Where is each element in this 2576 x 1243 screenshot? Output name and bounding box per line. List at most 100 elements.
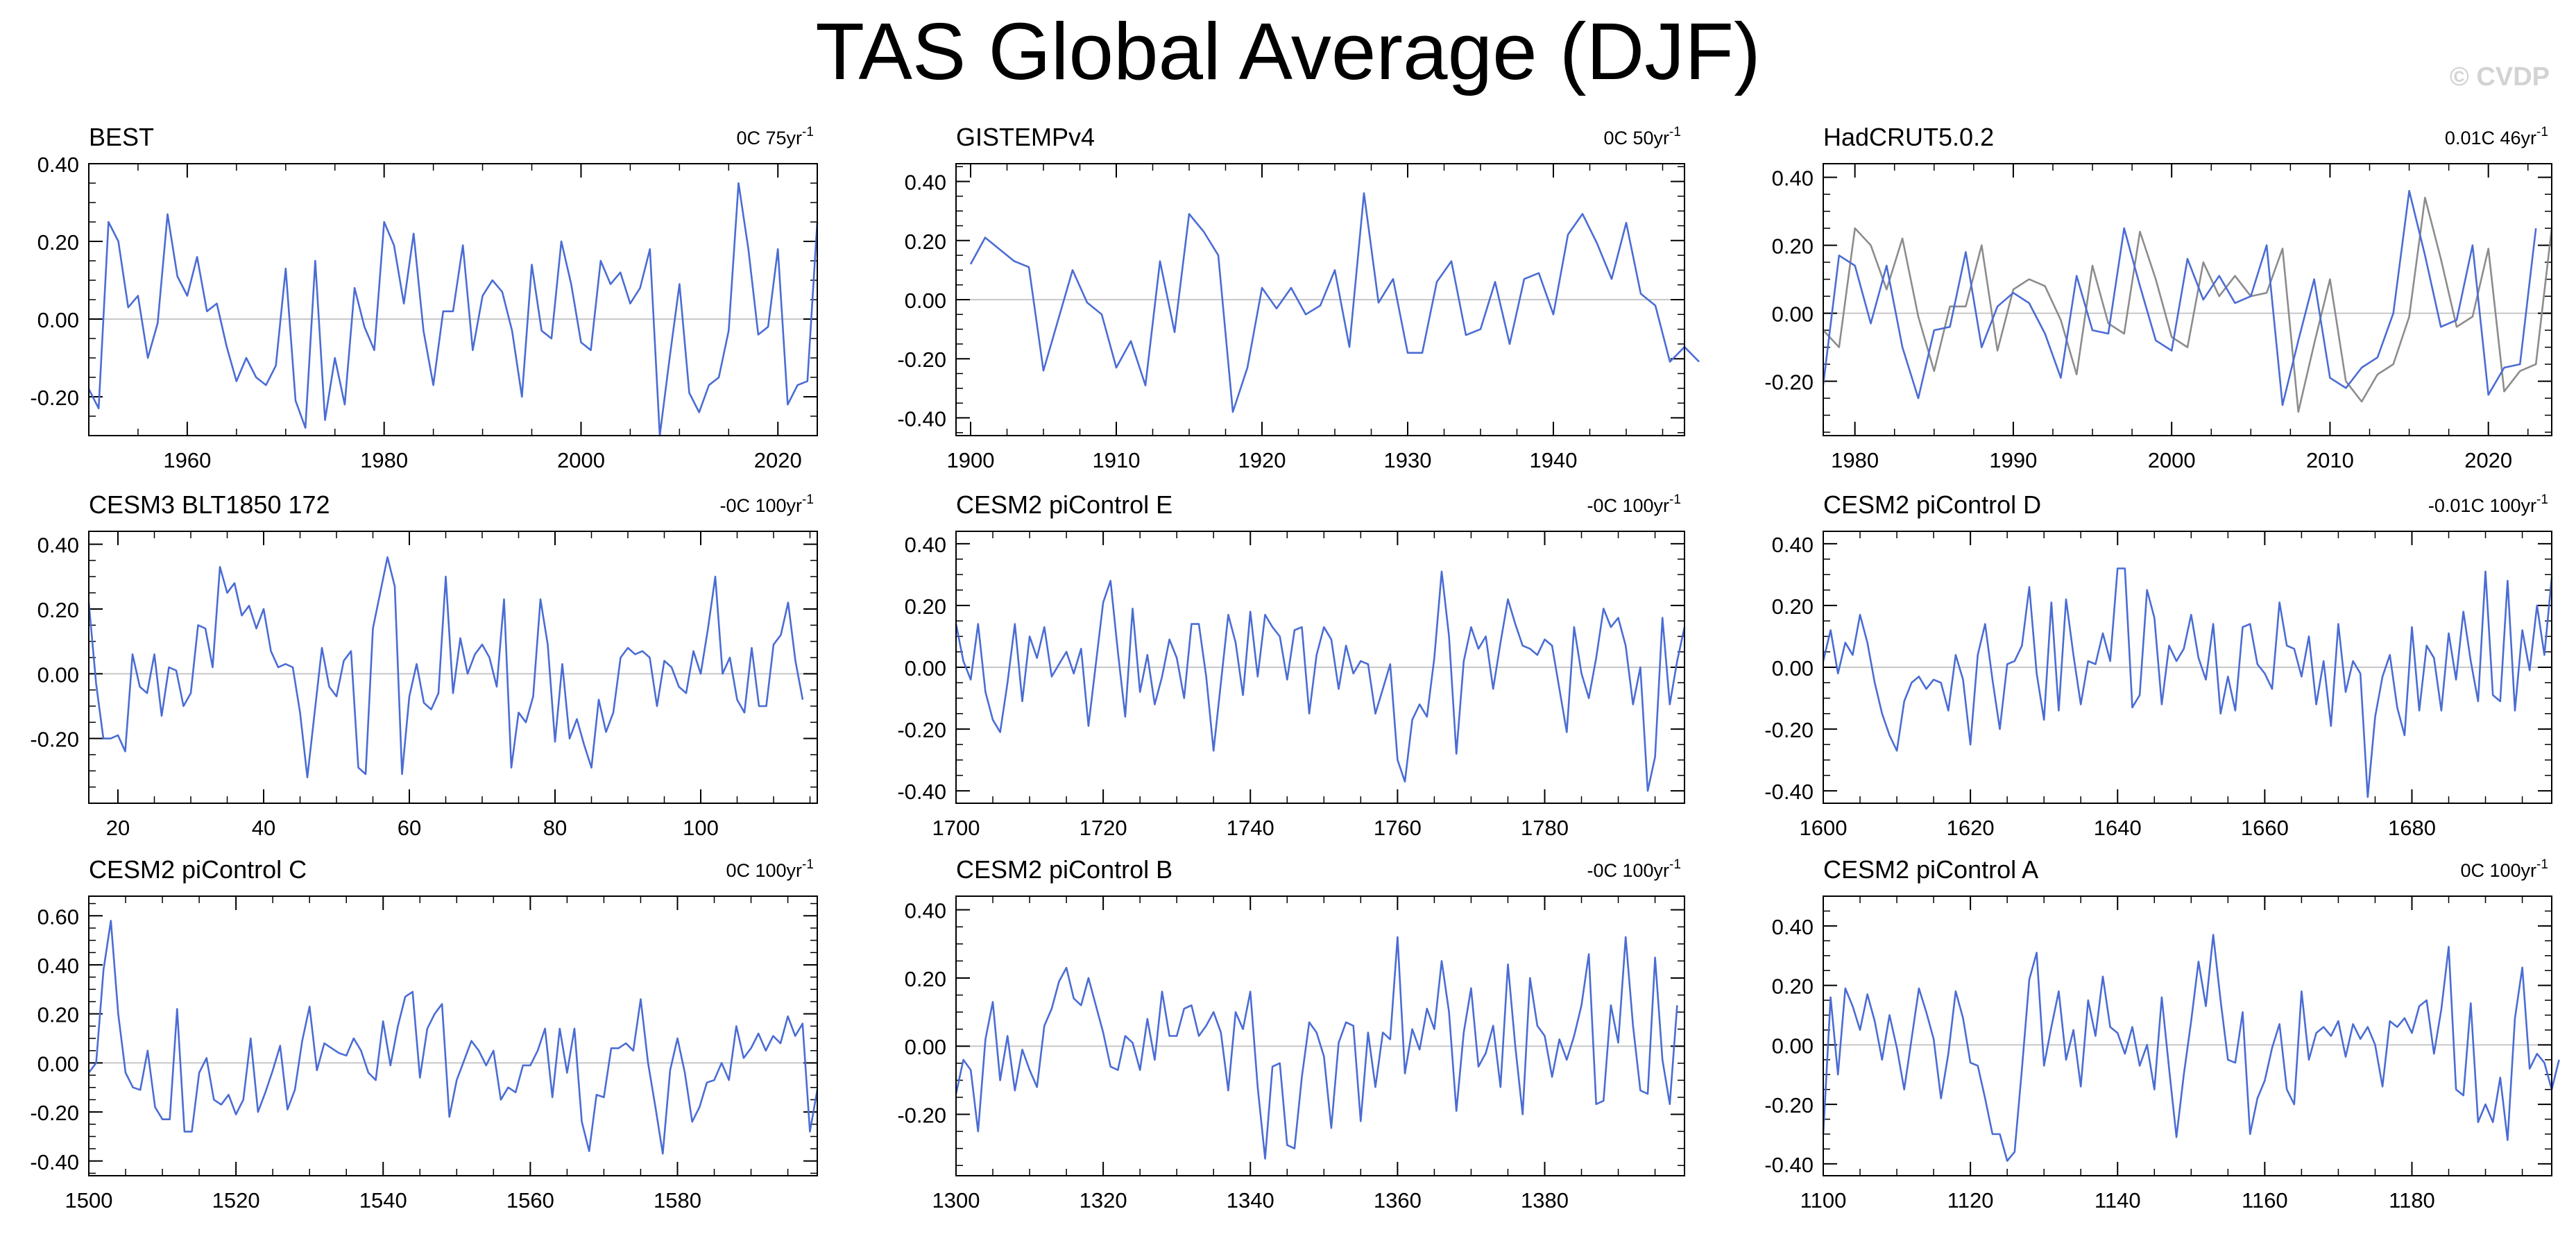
y-tick-label: 0.20 — [1772, 975, 1814, 999]
panel-2: HadCRUT5.0.2 0.01C 46yr -1 0.40 0.20 0.00 -0.2… — [1764, 123, 2553, 472]
x-tick-label: 1160 — [2242, 1188, 2288, 1212]
y-tick-label: -0.20 — [897, 348, 946, 372]
x-tick-label: 1320 — [1080, 1188, 1127, 1212]
y-tick-label: 0.00 — [37, 308, 79, 332]
x-tick-label: 1740 — [1227, 816, 1274, 840]
x-tick-label: 1660 — [2241, 816, 2289, 840]
panel-title: CESM2 piControl A — [1823, 855, 2038, 884]
panel-title: CESM2 piControl E — [956, 490, 1172, 519]
y-tick-label: 0.40 — [905, 899, 946, 923]
x-tick-label: 1300 — [932, 1188, 980, 1212]
plot-frame — [1823, 163, 2552, 436]
y-tick-label: -0.40 — [897, 406, 946, 431]
x-tick-label: 1560 — [506, 1188, 554, 1212]
x-tick-label: 1920 — [1238, 448, 1286, 472]
x-tick-label: 1600 — [1800, 816, 1848, 840]
x-tick-label: 1640 — [2094, 816, 2142, 840]
x-tick-label: 1700 — [932, 816, 980, 840]
x-tick-label: 1500 — [65, 1188, 113, 1212]
y-tick-label: 0.40 — [1772, 915, 1814, 939]
y-tick-label: 0.20 — [37, 1003, 79, 1027]
panel-0: BEST 0C 75yr -1 0.40 0.20 0.00 -0.20 1960 1980 20… — [30, 123, 819, 472]
x-tick-label: 40 — [252, 816, 275, 840]
trend-label: 0C 50yr — [1603, 128, 1669, 148]
x-tick-label: 2010 — [2306, 448, 2354, 472]
y-tick-label: 0.40 — [1772, 533, 1814, 557]
y-tick-label: -0.20 — [1764, 718, 1814, 742]
y-tick-label: 0.20 — [37, 230, 79, 255]
x-tick-label: 1960 — [163, 448, 211, 472]
x-tick-label: 2000 — [557, 448, 605, 472]
panel-title: CESM3 BLT1850 172 — [89, 490, 330, 519]
trend-superscript: -1 — [802, 857, 814, 872]
panel-4: CESM2 piControl E -0C 100yr -1 0.40 0.20 0.00… — [897, 490, 1686, 840]
panel-6: CESM2 piControl C 0C 100yr -1 0.60 0.40 0.20 0… — [30, 855, 819, 1212]
y-tick-label: 0.00 — [1772, 302, 1814, 327]
x-tick-label: 1780 — [1521, 816, 1569, 840]
y-tick-label: -0.20 — [1764, 1093, 1814, 1117]
y-tick-label: 0.40 — [37, 954, 79, 978]
x-tick-label: 1720 — [1080, 816, 1127, 840]
panel-7: CESM2 piControl B -0C 100yr -1 0.40 0.20 0.00… — [897, 855, 1685, 1212]
plot-frame — [1823, 531, 2552, 804]
y-tick-label: 0.20 — [1772, 594, 1814, 619]
x-tick-label: 2000 — [2148, 448, 2196, 472]
trend-superscript: -1 — [1669, 857, 1681, 872]
x-tick-label: 1120 — [1947, 1188, 1994, 1212]
trend-superscript: -1 — [2536, 125, 2548, 139]
plot-frame — [88, 163, 818, 436]
trend-superscript: -1 — [1669, 492, 1681, 507]
series-line-main — [87, 920, 819, 1155]
x-tick-label: 100 — [683, 816, 719, 840]
y-tick-label: 0.40 — [37, 153, 79, 177]
y-tick-label: -0.20 — [30, 728, 79, 752]
panel-title: CESM2 piControl C — [89, 855, 307, 884]
y-tick-label: 0.20 — [37, 598, 79, 622]
x-tick-label: 1540 — [359, 1188, 407, 1212]
y-tick-label: 0.20 — [1772, 234, 1814, 259]
y-tick-label: 0.00 — [1772, 1034, 1814, 1058]
panel-title: CESM2 piControl B — [956, 855, 1172, 884]
x-tick-label: 1900 — [947, 448, 995, 472]
trend-label: -0.01C 100yr — [2428, 495, 2536, 516]
y-tick-label: 0.40 — [37, 533, 79, 558]
y-tick-label: 0.20 — [905, 594, 946, 619]
trend-label: -0C 100yr — [1587, 495, 1669, 516]
y-tick-label: 0.00 — [37, 662, 79, 687]
x-tick-label: 80 — [543, 816, 567, 840]
panel-title: CESM2 piControl D — [1823, 490, 2041, 519]
trend-superscript: -1 — [802, 125, 814, 139]
series-line-main — [87, 556, 804, 778]
y-tick-label: -0.40 — [30, 1150, 79, 1174]
x-tick-label: 1340 — [1227, 1188, 1274, 1212]
x-tick-label: 1680 — [2388, 816, 2436, 840]
x-tick-label: 60 — [398, 816, 421, 840]
y-tick-label: 0.00 — [905, 656, 946, 680]
y-tick-label: 0.00 — [905, 1035, 946, 1059]
x-tick-label: 1360 — [1374, 1188, 1422, 1212]
series-line-main — [1822, 189, 2537, 406]
panel-title: GISTEMPv4 — [956, 123, 1095, 151]
panel-3: CESM3 BLT1850 172 -0C 100yr -1 0.40 0.20 0.00… — [30, 490, 818, 840]
panel-8: CESM2 piControl A 0C 100yr -1 0.40 0.20 0.00 -… — [1764, 855, 2560, 1212]
watermark: © CVDP — [2449, 62, 2550, 92]
panel-title: BEST — [89, 123, 154, 151]
y-tick-label: 0.60 — [37, 905, 79, 929]
series-line-main — [955, 936, 1678, 1160]
y-tick-label: 0.40 — [905, 533, 946, 557]
y-tick-label: 0.20 — [905, 967, 946, 991]
x-tick-label: 2020 — [2464, 448, 2512, 472]
x-tick-label: 1760 — [1374, 816, 1422, 840]
x-tick-label: 20 — [106, 816, 130, 840]
series-line-main — [1822, 567, 2553, 798]
y-tick-label: -0.40 — [1764, 780, 1814, 804]
series-line-secondary — [1823, 196, 2553, 413]
x-tick-label: 1980 — [360, 448, 408, 472]
trend-superscript: -1 — [2536, 857, 2548, 872]
y-tick-label: 0.40 — [1772, 166, 1814, 191]
y-tick-label: 0.40 — [905, 171, 946, 195]
y-tick-label: -0.40 — [1764, 1153, 1814, 1177]
panel-title: HadCRUT5.0.2 — [1823, 123, 1994, 151]
trend-label: -0C 100yr — [1587, 860, 1669, 881]
x-tick-label: 1910 — [1093, 448, 1141, 472]
